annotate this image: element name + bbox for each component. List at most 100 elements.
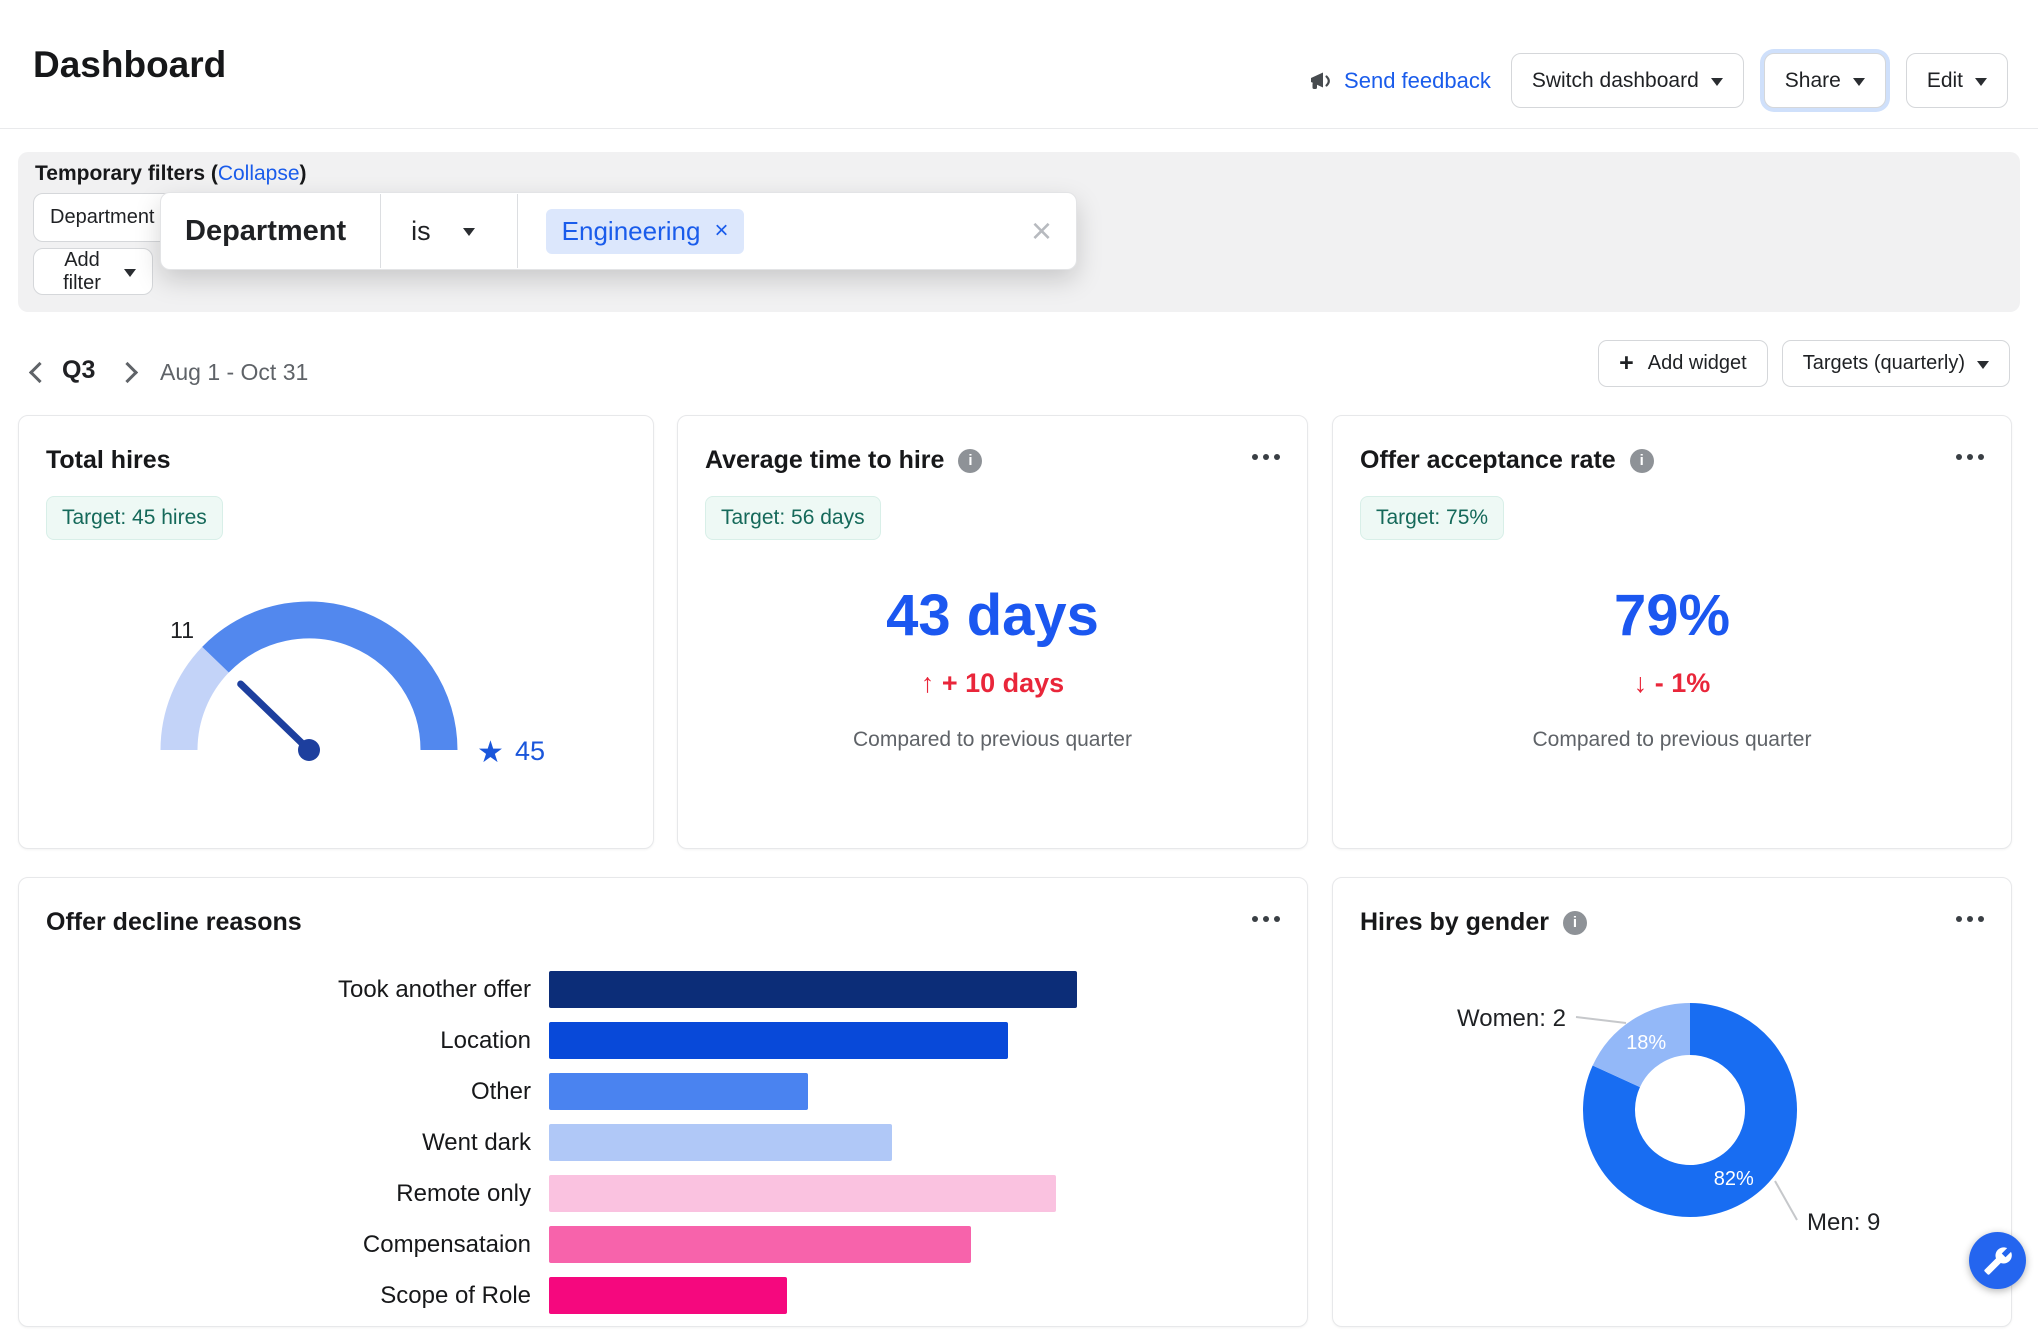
donut-women-pct-label: 18% <box>1626 1032 1666 1054</box>
gauge-pivot <box>298 739 320 761</box>
decline-bar-label: Compensataion <box>362 1230 531 1258</box>
decline-bar <box>549 1022 1008 1059</box>
previous-quarter-chevron[interactable] <box>28 361 51 384</box>
hires-by-gender-donut: 18% 82% Women: 2 Men: 9 <box>1457 1003 1880 1236</box>
decline-bar-row: Went dark <box>45 1124 1281 1161</box>
decline-bar-label: Went dark <box>422 1128 531 1156</box>
widget-menu-button[interactable] <box>1956 454 1984 460</box>
decline-bar-row: Location <box>45 1022 1281 1059</box>
decline-bar-row: Other <box>45 1073 1281 1110</box>
wrench-icon <box>1983 1246 2013 1276</box>
offer-decline-reasons-card: Offer decline reasons Took another offer… <box>18 877 1308 1327</box>
target-badge: Target: 45 hires <box>46 496 223 540</box>
popup-divider <box>516 194 518 268</box>
gauge-needle <box>237 680 313 754</box>
donut-men-leader-line <box>1774 1180 1798 1221</box>
plus-icon: + <box>1619 349 1634 377</box>
donut-slice-men <box>1583 1003 1797 1217</box>
decline-bar-label: Scope of Role <box>380 1281 531 1309</box>
quarter-label: Q3 <box>62 356 96 384</box>
header-divider <box>0 128 2038 129</box>
next-quarter-chevron[interactable] <box>116 361 139 384</box>
gauge-value-label: 11 <box>170 617 194 643</box>
add-widget-button[interactable]: + Add widget <box>1598 340 1768 387</box>
decline-bar-label: Other <box>470 1077 531 1105</box>
offer-acceptance-rate-card: Offer acceptance rate i Target: 75% 79% … <box>1332 415 2012 849</box>
decline-bar <box>549 1073 808 1110</box>
target-badge: Target: 75% <box>1360 496 1505 540</box>
comparison-caption: Compared to previous quarter <box>853 728 1132 751</box>
gauge-progress-arc <box>160 646 230 751</box>
period-actions: + Add widget Targets (quarterly) <box>1598 340 2010 387</box>
decline-bar <box>549 1175 1056 1212</box>
chevron-down-icon[interactable] <box>462 228 475 236</box>
decline-bar <box>549 1124 892 1161</box>
edit-button[interactable]: Edit <box>1905 53 2008 108</box>
header-actions: Send feedback Switch dashboard Share Edi… <box>1308 53 2008 108</box>
donut-men-label: Men: 9 <box>1807 1209 1880 1236</box>
total-hires-card: Total hires Target: 45 hires 11 ★ 45 <box>18 415 654 849</box>
decline-bar <box>549 1277 787 1314</box>
send-feedback-link[interactable]: Send feedback <box>1308 68 1491 94</box>
total-hires-gauge: 11 ★ 45 <box>160 601 545 769</box>
metric-delta: ↑ + 10 days <box>920 668 1065 698</box>
arrow-up-icon: ↑ <box>920 668 935 698</box>
targets-quarterly-button[interactable]: Targets (quarterly) <box>1781 340 2010 387</box>
settings-fab[interactable] <box>1969 1232 2026 1289</box>
megaphone-icon <box>1308 69 1334 93</box>
close-icon[interactable]: × <box>1030 210 1052 251</box>
date-range-label: Aug 1 - Oct 31 <box>160 359 309 385</box>
donut-women-label: Women: 2 <box>1457 1005 1566 1032</box>
add-filter-button[interactable]: Add filter <box>33 248 153 295</box>
gauge-target-label: 45 <box>515 736 545 766</box>
metric-delta: ↓ - 1% <box>1633 668 1711 698</box>
popup-divider <box>380 194 382 268</box>
donut-men-pct-label: 82% <box>1714 1168 1754 1190</box>
collapse-link[interactable]: Collapse <box>217 162 300 185</box>
donut-slice-women <box>1592 1003 1692 1089</box>
share-button[interactable]: Share <box>1763 53 1886 108</box>
decline-bar-row: Took another offer <box>45 971 1281 1008</box>
chevron-down-icon <box>1852 77 1865 86</box>
widget-menu-button[interactable] <box>1252 454 1280 460</box>
remove-value-icon[interactable]: × <box>714 217 729 244</box>
decline-bar-row: Scope of Role <box>45 1277 1281 1314</box>
metric-value: 79% <box>1613 583 1731 648</box>
widget-title: Offer acceptance rate <box>1360 446 1616 474</box>
decline-bar <box>549 971 1077 1008</box>
info-icon[interactable]: i <box>1629 448 1654 473</box>
widget-menu-button[interactable] <box>1252 916 1280 922</box>
widget-menu-button[interactable] <box>1956 916 1984 922</box>
hires-by-gender-card: Hires by gender i 18% 82% Women: 2 Men: 9 <box>1332 877 2012 1327</box>
decline-bar-row: Compensataion <box>45 1226 1281 1263</box>
arrow-down-icon: ↓ <box>1633 668 1648 698</box>
chevron-down-icon <box>1977 360 1989 369</box>
decline-bar-row: Remote only <box>45 1175 1281 1212</box>
chevron-down-icon <box>1710 77 1723 86</box>
target-badge: Target: 56 days <box>705 496 881 540</box>
gauge-track-arc <box>202 601 458 751</box>
decline-bar <box>549 1226 971 1263</box>
donut-women-leader-line <box>1575 1016 1627 1024</box>
gauge-target-star-icon: ★ <box>477 736 504 769</box>
widget-title: Total hires <box>46 446 171 474</box>
chevron-down-icon <box>1975 77 1987 86</box>
filter-value-chip[interactable]: Engineering × <box>545 208 745 254</box>
temporary-filters-label: Temporary filters (Collapse) <box>35 162 307 185</box>
switch-dashboard-button[interactable]: Switch dashboard <box>1510 53 1744 108</box>
widget-title: Offer decline reasons <box>46 908 302 936</box>
chevron-down-icon <box>124 268 136 277</box>
widget-title: Average time to hire <box>705 446 945 474</box>
filter-operator-select[interactable]: is <box>411 215 431 246</box>
page-title: Dashboard <box>33 44 227 85</box>
decline-reasons-bar-chart: Took another offer Location Other Went dark… <box>45 971 1281 1328</box>
decline-bar-label: Remote only <box>396 1179 531 1207</box>
filter-editor-popup: Department is Engineering × × <box>160 192 1077 270</box>
info-icon[interactable]: i <box>1562 910 1587 935</box>
widget-title: Hires by gender <box>1360 908 1549 936</box>
metric-value: 43 days <box>886 583 1099 648</box>
comparison-caption: Compared to previous quarter <box>1532 728 1812 751</box>
filter-field-label: Department <box>185 214 347 247</box>
average-time-to-hire-card: Average time to hire i Target: 56 days 4… <box>677 415 1308 849</box>
info-icon[interactable]: i <box>958 448 983 473</box>
